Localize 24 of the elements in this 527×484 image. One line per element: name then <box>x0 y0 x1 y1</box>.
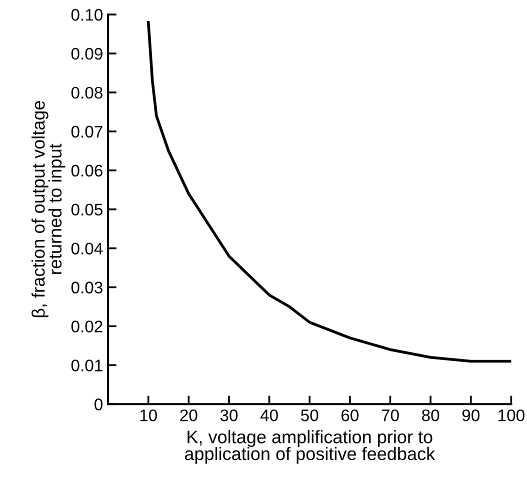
y-tick-label: 0 <box>94 398 103 410</box>
x-tick-label: 30 <box>220 409 238 422</box>
y-tick-label: 0.07 <box>71 126 102 138</box>
y-tick-label: 0.01 <box>71 360 102 372</box>
x-tick-label: 80 <box>422 409 440 422</box>
y-tick-label: 0.03 <box>71 282 102 294</box>
y-tick-label: 0.10 <box>71 8 103 21</box>
x-tick-label: 100 <box>498 409 524 422</box>
x-tick-label: 70 <box>382 409 399 422</box>
y-tick-label: 0.06 <box>71 164 102 177</box>
x-tick-label: 40 <box>260 409 278 422</box>
x-tick-label: 20 <box>180 409 198 422</box>
y-axis-title: β, fraction of output voltage returned to input <box>32 101 66 318</box>
x-tick-label: 60 <box>342 409 359 422</box>
x-tick-label: 10 <box>140 409 157 422</box>
y-tick-label: 0.02 <box>71 320 102 332</box>
y-tick-label: 0.09 <box>71 48 102 60</box>
y-tick-label: 0.08 <box>71 86 102 99</box>
y-tick-label: 0.04 <box>71 242 103 254</box>
x-tick-label: 50 <box>301 409 318 422</box>
x-axis-title: K, voltage amplification prior to application of positive feedback <box>184 430 436 464</box>
line-series <box>146 20 512 363</box>
x-tick-label: 90 <box>462 409 480 422</box>
y-tick-label: 0.05 <box>71 204 102 216</box>
